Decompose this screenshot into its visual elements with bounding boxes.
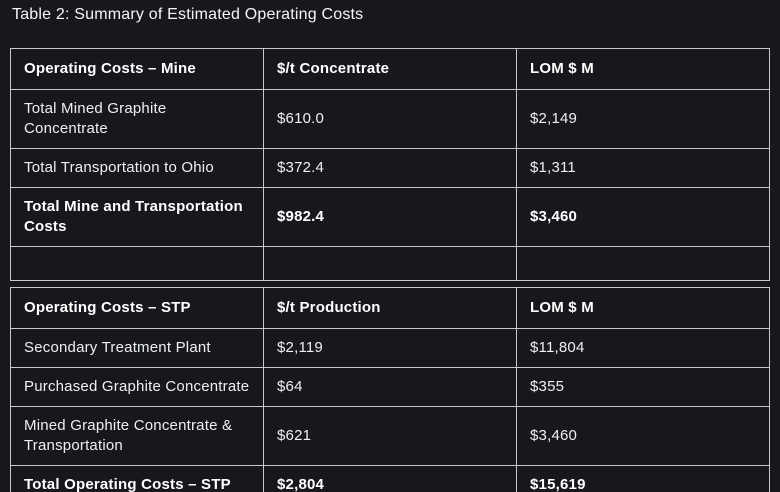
table-row: Mined Graphite Concentrate & Transportat… [10,406,770,466]
row-label: Total Mine and Transportation Costs [10,187,264,247]
empty-cell [263,246,517,281]
row-label: Total Operating Costs – STP [10,465,264,492]
stp-costs-table: Operating Costs – STP $/t Production LOM… [10,287,770,492]
mine-costs-table: Operating Costs – Mine $/t Concentrate L… [10,48,770,281]
table-row: Secondary Treatment Plant $2,119 $11,804 [10,328,770,368]
row-per-tonne-value: $2,804 [263,465,517,492]
table-row: Purchased Graphite Concentrate $64 $355 [10,367,770,407]
table-caption: Table 2: Summary of Estimated Operating … [12,6,364,23]
row-label: Secondary Treatment Plant [10,328,264,368]
row-per-tonne-value: $64 [263,367,517,407]
row-label: Total Mined Graphite Concentrate [10,89,264,149]
row-per-tonne-value: $982.4 [263,187,517,247]
row-label: Total Transportation to Ohio [10,148,264,188]
stp-header-row: Operating Costs – STP $/t Production LOM… [10,287,770,329]
table-row: Total Mined Graphite Concentrate $610.0 … [10,89,770,149]
row-lom-value: $3,460 [516,187,770,247]
stp-header-label: Operating Costs – STP [10,287,264,329]
spacer-row [10,246,770,281]
empty-cell [10,246,264,281]
stp-header-per-tonne: $/t Production [263,287,517,329]
mine-header-per-tonne: $/t Concentrate [263,48,517,90]
table-row: Total Transportation to Ohio $372.4 $1,3… [10,148,770,188]
row-lom-value: $3,460 [516,406,770,466]
mine-header-lom: LOM $ M [516,48,770,90]
table-total-row: Total Operating Costs – STP $2,804 $15,6… [10,465,770,492]
row-lom-value: $11,804 [516,328,770,368]
row-lom-value: $2,149 [516,89,770,149]
row-per-tonne-value: $2,119 [263,328,517,368]
mine-header-label: Operating Costs – Mine [10,48,264,90]
stp-header-lom: LOM $ M [516,287,770,329]
row-lom-value: $1,311 [516,148,770,188]
row-per-tonne-value: $621 [263,406,517,466]
row-per-tonne-value: $610.0 [263,89,517,149]
row-label: Purchased Graphite Concentrate [10,367,264,407]
row-lom-value: $15,619 [516,465,770,492]
table-total-row: Total Mine and Transportation Costs $982… [10,187,770,247]
mine-header-row: Operating Costs – Mine $/t Concentrate L… [10,48,770,90]
row-per-tonne-value: $372.4 [263,148,517,188]
empty-cell [516,246,770,281]
row-label: Mined Graphite Concentrate & Transportat… [10,406,264,466]
row-lom-value: $355 [516,367,770,407]
